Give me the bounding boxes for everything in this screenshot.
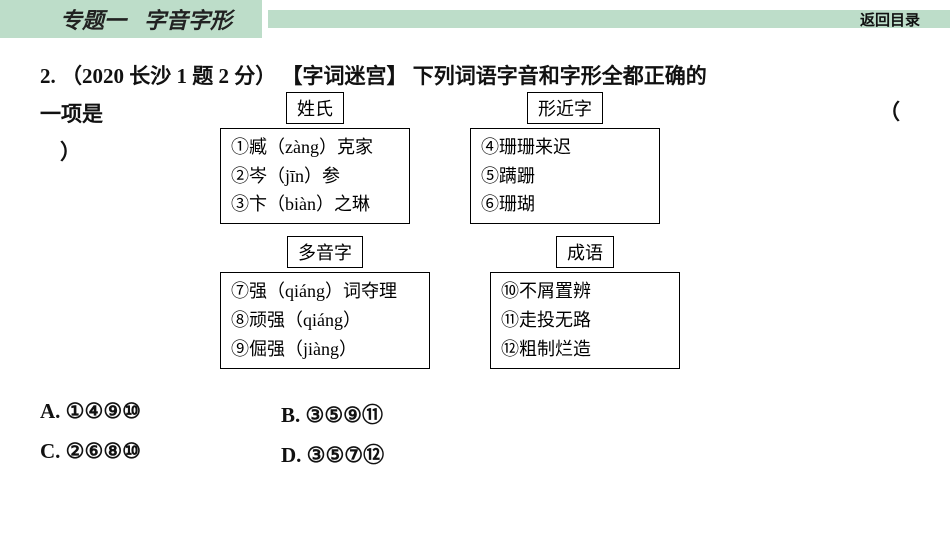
question-number: 2.	[40, 64, 56, 88]
topic-name: 字音字形	[144, 3, 232, 35]
return-label: 返回目录	[860, 9, 920, 30]
question-stem-text: 下列词语字音和字形全都正确的	[413, 64, 707, 88]
return-link[interactable]: 返回目录	[268, 10, 950, 28]
box-row-2: 多音字 ⑦强（qiáng）词夺理 ⑧顽强（qiáng） ⑨倔强（jiàng） 成…	[220, 236, 680, 368]
option-c[interactable]: C. ②⑥⑧⑩	[40, 439, 141, 469]
option-b[interactable]: B. ③⑤⑨⑪	[281, 399, 383, 429]
box-label-idiom: 成语	[556, 236, 614, 268]
question-stem-line1: 2. （2020 长沙 1 题 2 分） 【字词迷宫】 下列词语字音和字形全都正…	[40, 58, 910, 96]
box-body-similar: ④珊珊来迟 ⑤蹒跚 ⑥珊瑚	[470, 128, 660, 224]
options-row-1: A. ①④⑨⑩ B. ③⑤⑨⑪	[40, 399, 910, 429]
header-bar: 专题一 字音字形 返回目录	[0, 0, 950, 38]
options-area: A. ①④⑨⑩ B. ③⑤⑨⑪ C. ②⑥⑧⑩ D. ③⑤⑦⑫	[40, 399, 910, 469]
item-2: ②岑（jīn）参	[231, 162, 395, 191]
item-8: ⑧顽强（qiáng）	[231, 306, 415, 335]
item-9: ⑨倔强（jiàng）	[231, 335, 415, 364]
item-6: ⑥珊瑚	[481, 190, 645, 219]
question-tag: 【字词迷宫】	[282, 64, 408, 88]
boxes-area: 姓氏 ①臧（zàng）克家 ②岑（jīn）参 ③卞（biàn）之琳 形近字 ④珊…	[220, 92, 680, 369]
item-5: ⑤蹒跚	[481, 162, 645, 191]
box-body-idiom: ⑩不屑置辨 ⑪走投无路 ⑫粗制烂造	[490, 272, 680, 368]
item-10: ⑩不屑置辨	[501, 277, 665, 306]
item-1: ①臧（zàng）克家	[231, 133, 395, 162]
box-body-polyphone: ⑦强（qiáng）词夺理 ⑧顽强（qiáng） ⑨倔强（jiàng）	[220, 272, 430, 368]
stem-and-boxes-row: 一项是 ） 姓氏 ①臧（zàng）克家 ②岑（jīn）参 ③卞（biàn）之琳 …	[40, 96, 910, 369]
paren-close: ）	[40, 134, 180, 172]
options-row-2: C. ②⑥⑧⑩ D. ③⑤⑦⑫	[40, 439, 910, 469]
box-label-polyphone: 多音字	[287, 236, 363, 268]
box-idiom: 成语 ⑩不屑置辨 ⑪走投无路 ⑫粗制烂造	[490, 236, 680, 368]
box-polyphone: 多音字 ⑦强（qiáng）词夺理 ⑧顽强（qiáng） ⑨倔强（jiàng）	[220, 236, 430, 368]
item-12: ⑫粗制烂造	[501, 335, 665, 364]
topic-label: 专题一	[60, 3, 126, 35]
box-surname: 姓氏 ①臧（zàng）克家 ②岑（jīn）参 ③卞（biàn）之琳	[220, 92, 410, 224]
box-label-surname: 姓氏	[286, 92, 344, 124]
item-7: ⑦强（qiáng）词夺理	[231, 277, 415, 306]
item-4: ④珊珊来迟	[481, 133, 645, 162]
paren-open: （	[879, 96, 910, 126]
question-source: （2020 长沙 1 题 2 分）	[61, 64, 276, 88]
content-area: 2. （2020 长沙 1 题 2 分） 【字词迷宫】 下列词语字音和字形全都正…	[0, 38, 950, 469]
box-similar: 形近字 ④珊珊来迟 ⑤蹒跚 ⑥珊瑚	[470, 92, 660, 224]
item-3: ③卞（biàn）之琳	[231, 190, 395, 219]
option-d[interactable]: D. ③⑤⑦⑫	[281, 439, 384, 469]
option-a[interactable]: A. ①④⑨⑩	[40, 399, 141, 429]
stem-tail: 一项是	[40, 96, 180, 134]
header-title: 专题一 字音字形	[0, 0, 262, 38]
box-row-1: 姓氏 ①臧（zàng）克家 ②岑（jīn）参 ③卞（biàn）之琳 形近字 ④珊…	[220, 92, 680, 224]
box-label-similar: 形近字	[527, 92, 603, 124]
item-11: ⑪走投无路	[501, 306, 665, 335]
box-body-surname: ①臧（zàng）克家 ②岑（jīn）参 ③卞（biàn）之琳	[220, 128, 410, 224]
